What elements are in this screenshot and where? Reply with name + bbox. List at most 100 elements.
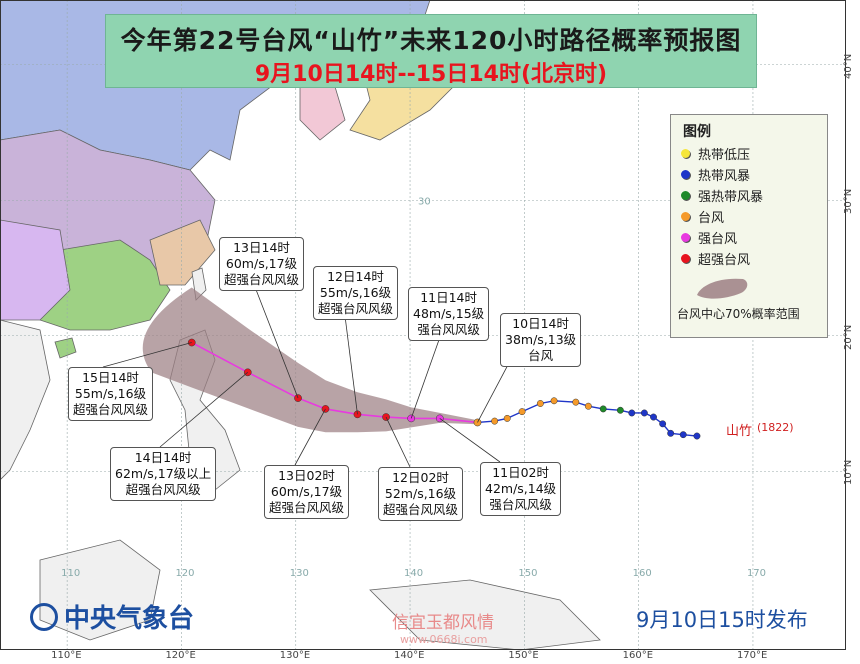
storm-id: (1822) bbox=[757, 421, 794, 434]
longitude-tick-label: 160°E bbox=[622, 650, 654, 661]
callout-wind: 48m/s,15级 bbox=[413, 306, 485, 321]
longitude-tick-label: 110°E bbox=[51, 650, 82, 661]
observed-track-point bbox=[536, 400, 544, 407]
legend-dot-icon bbox=[681, 232, 690, 242]
legend-item-label: 强台风 bbox=[698, 231, 738, 247]
callout-time: 13日14时 bbox=[233, 240, 290, 255]
callout-connector bbox=[294, 408, 326, 466]
map-subtitle: 9月10日14时--15日14时(北京时) bbox=[254, 62, 608, 87]
legend: 图例 热带低压 热带风暴 强热带风暴 台风 强台风 超强台风 台风中心70%概率范围 bbox=[670, 114, 828, 338]
longitude-tick-label: 140°E bbox=[394, 650, 425, 661]
observed-track-point bbox=[491, 417, 499, 425]
callout-category: 超强台风风级 bbox=[125, 482, 201, 497]
legend-item-label: 强热带风暴 bbox=[698, 189, 764, 205]
legend-dot-icon bbox=[681, 211, 690, 221]
callout-time: 12日14时 bbox=[327, 269, 384, 284]
observed-track-point bbox=[650, 413, 657, 421]
callout-connector bbox=[344, 315, 358, 415]
longitude-tick-label: 120°E bbox=[165, 650, 196, 661]
callout-wind: 42m/s,14级 bbox=[485, 481, 557, 496]
cma-logo-icon bbox=[30, 602, 58, 631]
legend-item-label: 热带低压 bbox=[698, 147, 751, 163]
callout-category: 台风 bbox=[528, 348, 554, 363]
issue-time: 9月10日15时发布 bbox=[636, 608, 808, 632]
callout-connector bbox=[385, 416, 411, 468]
callout-wind: 55m/s,16级 bbox=[74, 386, 147, 401]
forecast-callout: 12日02时 52m/s,16级 超强台风风级 bbox=[378, 467, 464, 521]
legend-item: 强热带风暴 bbox=[681, 185, 763, 205]
storm-name: 山竹 bbox=[726, 424, 753, 439]
callout-category: 强台风风级 bbox=[417, 322, 480, 337]
latitude-tick-label: 40°N bbox=[843, 53, 854, 79]
callout-time: 11日14时 bbox=[420, 290, 477, 305]
legend-item-label: 超强台风 bbox=[698, 252, 751, 268]
callout-category: 强台风风级 bbox=[489, 497, 552, 512]
longitude-tick-label: 150°E bbox=[508, 650, 539, 661]
probability-range-swatch bbox=[697, 278, 748, 299]
inner-latitude-label: 30 bbox=[418, 196, 431, 207]
observed-track-point bbox=[518, 408, 526, 416]
forecast-callout: 12日14时 55m/s,16级 超强台风风级 bbox=[313, 266, 399, 320]
observed-track-point bbox=[628, 409, 636, 417]
watermark-url: www.0668i.com bbox=[400, 633, 488, 646]
callout-time: 11日02时 bbox=[492, 465, 549, 480]
longitude-tick-label: 170°E bbox=[736, 650, 768, 661]
callout-connector bbox=[102, 342, 192, 368]
legend-item: 超强台风 bbox=[681, 248, 750, 268]
forecast-callout: 11日02时 42m/s,14级 强台风风级 bbox=[480, 462, 562, 516]
hainan-land bbox=[54, 337, 77, 359]
legend-item: 热带风暴 bbox=[681, 164, 750, 184]
map-title: 今年第22号台风“山竹”未来120小时路径概率预报图 bbox=[120, 26, 742, 55]
callout-wind: 55m/s,16级 bbox=[319, 285, 392, 300]
legend-dot-icon bbox=[681, 190, 690, 200]
callout-time: 13日02时 bbox=[278, 468, 335, 483]
legend-item: 热带低压 bbox=[681, 143, 750, 163]
callout-category: 超强台风风级 bbox=[383, 502, 459, 517]
callout-time: 15日14时 bbox=[82, 370, 139, 385]
callout-time: 10日14时 bbox=[512, 316, 569, 331]
legend-item-label: 热带风暴 bbox=[698, 168, 751, 184]
inner-longitude-label: 120 bbox=[175, 568, 194, 579]
observed-track-point bbox=[659, 420, 667, 428]
callout-category: 超强台风风级 bbox=[73, 402, 149, 417]
observed-track-point bbox=[503, 414, 511, 422]
callout-category: 超强台风风级 bbox=[318, 301, 394, 316]
map-frame bbox=[0, 0, 846, 650]
org-block: 中央气象台 bbox=[30, 598, 194, 635]
callout-time: 12日02时 bbox=[392, 470, 449, 485]
observed-track-point bbox=[584, 402, 592, 410]
indochina-land bbox=[0, 319, 51, 481]
callout-wind: 52m/s,16级 bbox=[384, 486, 457, 501]
observed-track-point bbox=[616, 406, 624, 414]
callout-category: 超强台风风级 bbox=[269, 500, 345, 515]
latitude-tick-label: 20°N bbox=[843, 324, 854, 350]
callout-wind: 38m/s,13级 bbox=[505, 332, 577, 347]
inner-longitude-label: 170 bbox=[747, 568, 766, 579]
legend-item: 强台风 bbox=[681, 227, 737, 247]
callout-connector bbox=[254, 286, 299, 399]
legend-dot-icon bbox=[681, 169, 690, 179]
inner-longitude-label: 150 bbox=[518, 568, 537, 579]
longitude-tick-label: 130°E bbox=[279, 650, 311, 661]
new-guinea-land bbox=[369, 579, 601, 651]
watermark-text: 信宜玉都风情 bbox=[392, 613, 494, 633]
legend-dot-icon bbox=[681, 148, 690, 158]
latitude-tick-label: 10°N bbox=[843, 460, 854, 486]
callout-connector bbox=[439, 418, 501, 463]
legend-title: 图例 bbox=[683, 124, 711, 140]
callout-wind: 60m/s,17级 bbox=[225, 256, 298, 271]
legend-item-label: 台风 bbox=[698, 210, 725, 226]
inner-longitude-label: 130 bbox=[290, 568, 309, 579]
forecast-callout: 15日14时 55m/s,16级 超强台风风级 bbox=[68, 367, 154, 421]
callout-time: 14日14时 bbox=[134, 450, 192, 465]
legend-item: 台风 bbox=[681, 206, 724, 226]
observed-track-point bbox=[599, 405, 607, 413]
callout-connector bbox=[477, 360, 511, 423]
title-banner: 今年第22号台风“山竹”未来120小时路径概率预报图 9月10日14时--15日… bbox=[105, 14, 757, 88]
observed-track-point bbox=[572, 398, 580, 406]
forecast-callout: 10日14时 38m/s,13级 台风 bbox=[500, 313, 582, 367]
forecast-callout: 14日14时 62m/s,17级以上 超强台风风级 bbox=[110, 447, 217, 501]
fujian-land bbox=[149, 219, 216, 286]
inner-longitude-label: 160 bbox=[633, 568, 652, 579]
